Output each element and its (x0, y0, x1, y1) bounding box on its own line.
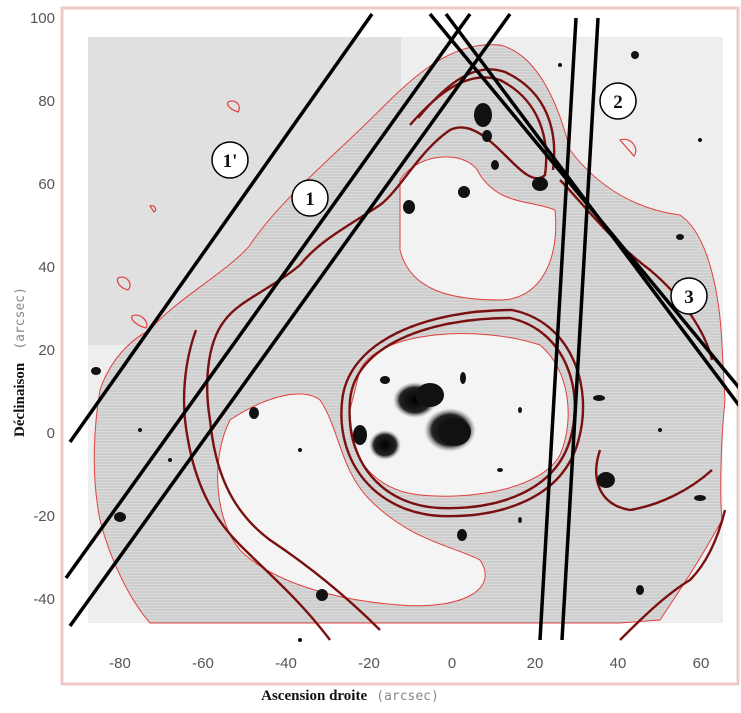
x-tick-label: -80 (109, 655, 131, 672)
inner-clear-region (399, 156, 557, 301)
y-tick-labels: 100 80 60 40 20 0 -20 -40 (30, 10, 55, 608)
y-axis-title: Déclinaison (arcsec) (9, 287, 28, 437)
slit-line-1b (68, 12, 512, 628)
isolated-contours (116, 100, 637, 329)
y-tick-label: -20 (33, 508, 55, 525)
y-tick-label: 80 (38, 93, 55, 110)
slit-label-3: 3 (670, 277, 708, 315)
slit-line-2b (560, 17, 600, 641)
y-tick-label: 20 (38, 342, 55, 359)
slit-labels: 1' 1 2 3 (211, 82, 708, 315)
x-tick-label: -20 (358, 655, 380, 672)
x-tick-label: -40 (275, 655, 297, 672)
y-tick-label: 0 (47, 425, 55, 442)
x-tick-label: -60 (192, 655, 214, 672)
svg-text:Ascension droite (arcsec: Ascension droite (arcsec) (261, 685, 439, 704)
svg-text:1: 1 (305, 189, 315, 210)
galaxies (91, 51, 706, 642)
y-tick-label: 40 (38, 259, 55, 276)
thick-contours (182, 68, 727, 641)
svg-text:Déclinaison (arcsec): Déclinaison (arcsec) (9, 287, 28, 437)
slit-line-1a (64, 12, 472, 580)
slit-label-2: 2 (599, 82, 637, 120)
svg-text:2: 2 (613, 92, 623, 113)
x-tick-label: 40 (610, 655, 627, 672)
x-tick-label: 0 (448, 655, 456, 672)
y-tick-label: -40 (33, 591, 55, 608)
svg-text:1': 1' (223, 151, 238, 172)
x-tick-label: 60 (693, 655, 710, 672)
lower-clear-region (217, 393, 486, 607)
slit-label-1prime: 1' (211, 141, 249, 179)
y-tick-label: 60 (38, 176, 55, 193)
slit-line-1prime (68, 12, 374, 444)
slit-lines (64, 12, 738, 641)
x-tick-label: 20 (527, 655, 544, 672)
slit-line-2a (538, 17, 578, 641)
x-axis-title: Ascension droite (arcsec) (261, 685, 439, 704)
y-tick-label: 100 (30, 10, 55, 27)
slit-line-3b (444, 12, 738, 407)
slit-label-1: 1 (291, 179, 329, 217)
x-tick-labels: -80 -60 -40 -20 0 20 40 60 (109, 655, 709, 672)
svg-text:3: 3 (684, 287, 694, 308)
